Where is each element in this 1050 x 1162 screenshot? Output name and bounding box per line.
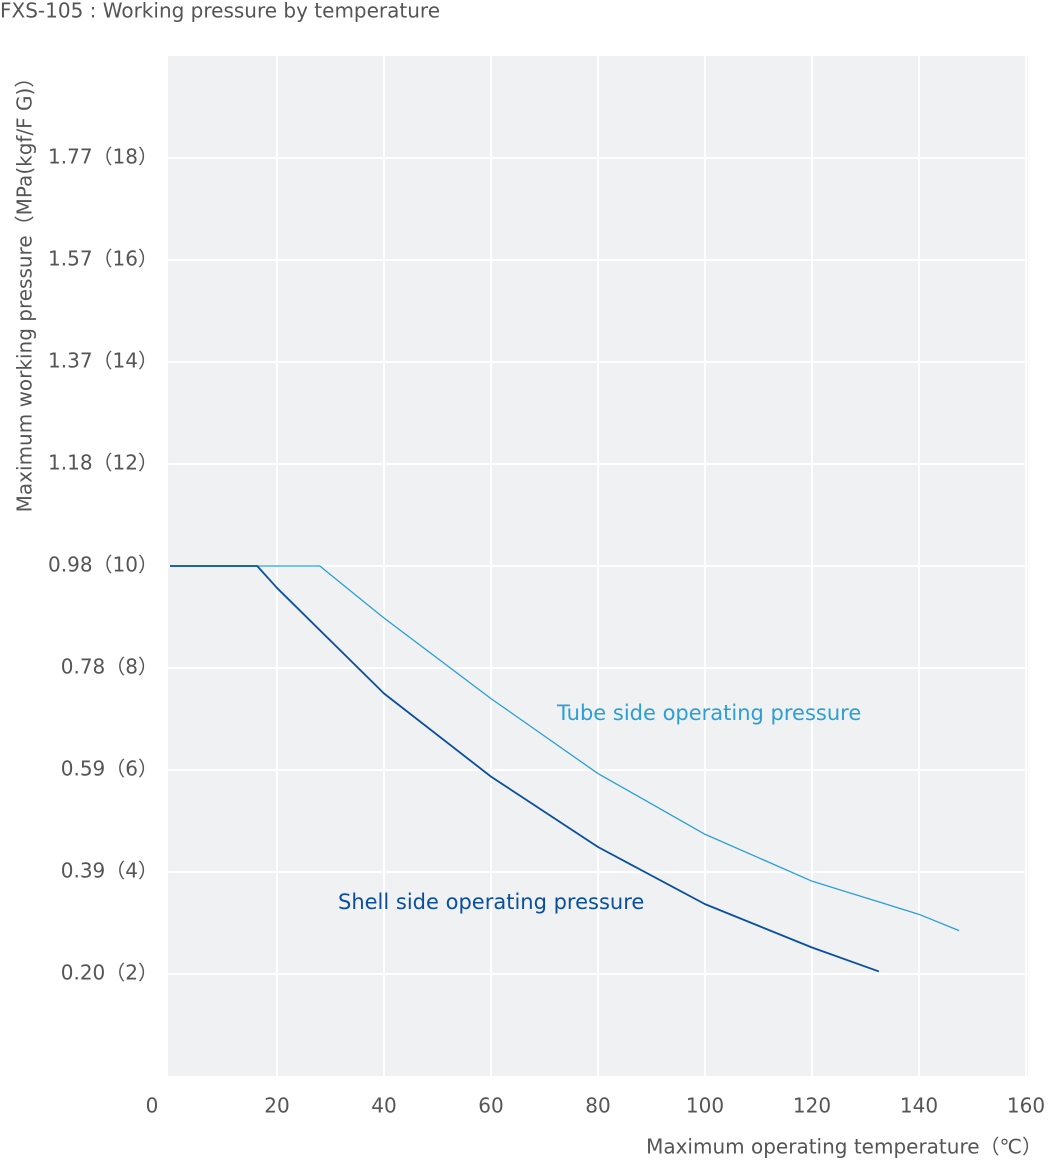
series-label: Tube side operating pressure bbox=[556, 701, 861, 725]
y-tick-label: 0.78（8） bbox=[61, 655, 158, 679]
x-tick-label: 140 bbox=[900, 1094, 938, 1118]
x-tick-label: 160 bbox=[1007, 1094, 1045, 1118]
y-tick-label: 0.20（2） bbox=[61, 961, 158, 985]
y-tick-label: 0.98（10） bbox=[48, 553, 158, 577]
x-axis-label: Maximum operating temperature（℃） bbox=[646, 1135, 1042, 1159]
chart-title: FXS-105 : Working pressure by temperatur… bbox=[0, 0, 440, 23]
y-axis-label: Maximum working pressure（MPa(kgf/F G)） bbox=[13, 68, 37, 513]
series-line bbox=[170, 565, 960, 932]
x-tick-label: 20 bbox=[264, 1094, 289, 1118]
x-tick-label: 40 bbox=[371, 1094, 396, 1118]
series-label: Shell side operating pressure bbox=[338, 890, 644, 914]
series-line bbox=[170, 565, 880, 973]
x-tick-label: 80 bbox=[585, 1094, 610, 1118]
y-tick-label: 1.77（18） bbox=[48, 145, 158, 169]
y-tick-label: 1.37（14） bbox=[48, 349, 158, 373]
x-tick-label: 100 bbox=[686, 1094, 724, 1118]
y-tick-label: 1.57（16） bbox=[48, 247, 158, 271]
y-tick-label: 1.18（12） bbox=[48, 451, 158, 475]
x-tick-label: 120 bbox=[793, 1094, 831, 1118]
y-tick-label: 0.59（6） bbox=[61, 757, 158, 781]
x-tick-label: 60 bbox=[478, 1094, 503, 1118]
y-tick-label: 0.39（4） bbox=[61, 859, 158, 883]
x-tick-label: 0 bbox=[146, 1094, 159, 1118]
